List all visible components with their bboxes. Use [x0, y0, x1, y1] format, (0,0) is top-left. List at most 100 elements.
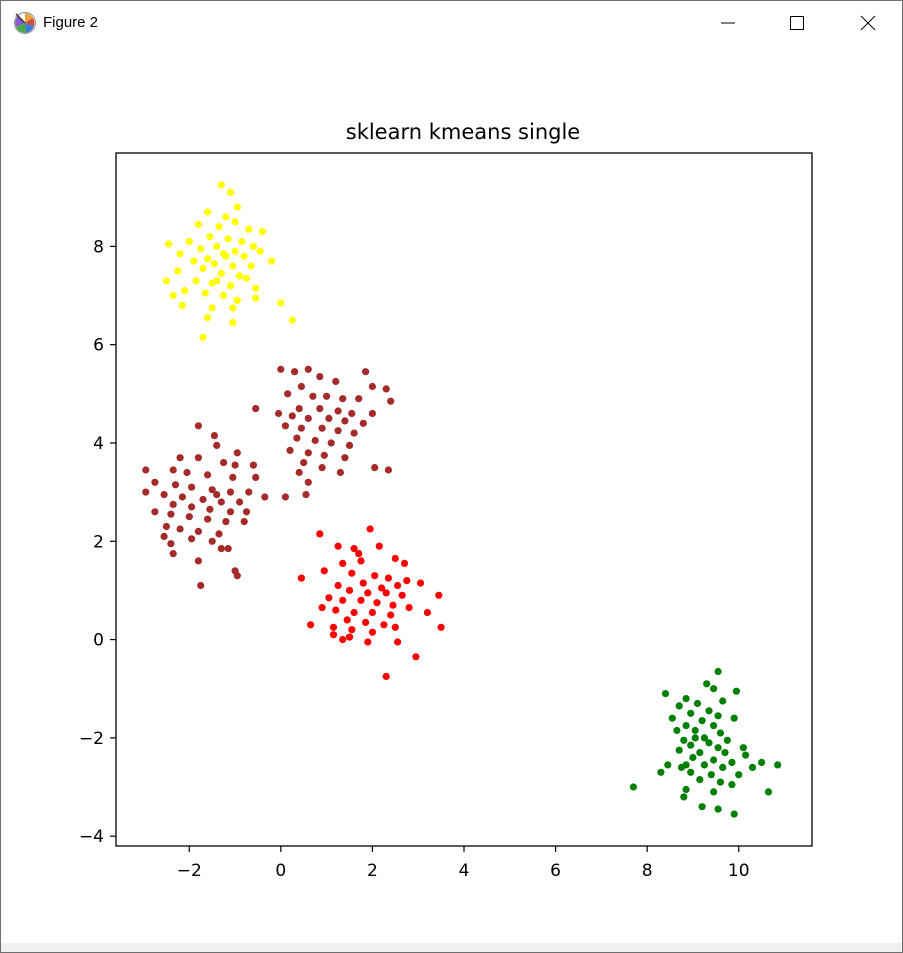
scatter-point	[204, 471, 212, 479]
scatter-point	[185, 513, 193, 521]
scatter-point	[723, 736, 731, 744]
scatter-point	[281, 493, 289, 501]
scatter-point	[371, 464, 379, 472]
scatter-point	[405, 604, 413, 612]
scatter-point	[391, 623, 399, 631]
scatter-point	[220, 459, 228, 467]
close-button[interactable]	[845, 1, 891, 45]
scatter-point	[403, 577, 411, 585]
scatter-point	[229, 304, 237, 312]
scatter-point	[357, 596, 365, 604]
points-layer	[142, 181, 782, 818]
scatter-point	[288, 316, 296, 324]
scatter-point	[188, 503, 196, 511]
scatter-point	[252, 284, 260, 292]
scatter-point	[739, 744, 747, 752]
y-tick-label: 4	[93, 434, 104, 454]
scatter-point	[677, 763, 686, 772]
scatter-point	[382, 589, 390, 597]
scatter-point	[394, 638, 402, 646]
maximize-icon	[790, 16, 804, 30]
scatter-point	[384, 466, 392, 474]
scatter-point	[194, 454, 202, 462]
scatter-point	[297, 574, 305, 582]
axes-layer: −2 0 2 4 6 8 10 −4 −2 0 2 4 6 8	[79, 237, 750, 881]
scatter-point	[378, 584, 386, 592]
scatter-point	[226, 188, 235, 196]
scatter-point	[178, 493, 186, 501]
scatter-point	[359, 579, 367, 587]
scatter-point	[400, 559, 409, 568]
scatter-point	[194, 527, 202, 535]
maximize-button[interactable]	[774, 1, 820, 45]
scatter-point	[201, 289, 209, 297]
scatter-point	[364, 589, 372, 597]
scatter-point	[304, 414, 312, 422]
scatter-point	[311, 436, 319, 445]
scatter-point	[682, 722, 690, 730]
scatter-point	[384, 574, 392, 582]
scatter-point	[206, 505, 214, 513]
scatter-point	[341, 417, 349, 425]
scatter-point	[217, 181, 225, 189]
scatter-point	[371, 572, 379, 580]
scatter-point	[249, 242, 257, 250]
scatter-point	[181, 287, 189, 295]
scatter-point	[742, 751, 750, 759]
scatter-point	[162, 277, 170, 285]
scatter-point	[304, 449, 312, 457]
scatter-point	[707, 771, 715, 779]
scatter-point	[300, 459, 308, 467]
scatter-point	[210, 260, 218, 268]
scatter-point	[334, 542, 342, 550]
y-tick-label: 6	[93, 336, 104, 356]
scatter-point	[710, 685, 718, 693]
scatter-point	[213, 242, 221, 250]
figure-canvas[interactable]: sklearn kmeans single −2 0 2 4 6 8 10 −4 −2 0 2 4 6 8	[1, 45, 902, 943]
scatter-point	[705, 707, 713, 715]
scatter-point	[334, 407, 342, 415]
scatter-point	[362, 368, 370, 376]
scatter-point	[204, 255, 212, 263]
title-bar[interactable]: Figure 2	[1, 1, 902, 45]
scatter-point	[320, 567, 328, 575]
scatter-point	[226, 488, 235, 496]
scatter-point	[316, 530, 324, 538]
scatter-point	[142, 488, 150, 496]
scatter-point	[316, 373, 324, 381]
scatter-point	[242, 508, 251, 516]
scatter-point	[412, 653, 420, 661]
scatter-point	[710, 756, 718, 764]
scatter-point	[375, 542, 383, 550]
scatter-point	[693, 699, 702, 708]
scatter-point	[213, 441, 221, 449]
scatter-point	[169, 550, 177, 558]
minimize-button[interactable]	[705, 1, 751, 45]
scatter-point	[657, 768, 665, 776]
scatter-point	[304, 365, 312, 373]
scatter-point	[714, 667, 722, 676]
scatter-point	[229, 473, 237, 481]
scatter-point	[169, 500, 177, 508]
scatter-point	[151, 478, 159, 486]
scatter-point	[325, 594, 333, 602]
scatter-point	[350, 608, 358, 617]
scatter-point	[345, 441, 354, 449]
scatter-point	[687, 741, 695, 749]
scatter-point	[323, 392, 331, 400]
scatter-point	[197, 245, 205, 253]
scatter-point	[229, 262, 237, 270]
scatter-point	[176, 454, 184, 462]
scatter-point	[160, 491, 168, 499]
scatter-point	[668, 714, 676, 722]
scatter-point	[700, 734, 709, 742]
scatter-point	[691, 734, 699, 742]
scatter-point	[332, 606, 340, 614]
scatter-point	[687, 709, 695, 717]
scatter-point	[682, 785, 690, 794]
scatter-point	[355, 395, 363, 403]
scatter-point	[705, 739, 713, 747]
scatter-point	[277, 365, 285, 373]
scatter-point	[343, 616, 351, 624]
y-tick-label: 2	[93, 532, 104, 552]
